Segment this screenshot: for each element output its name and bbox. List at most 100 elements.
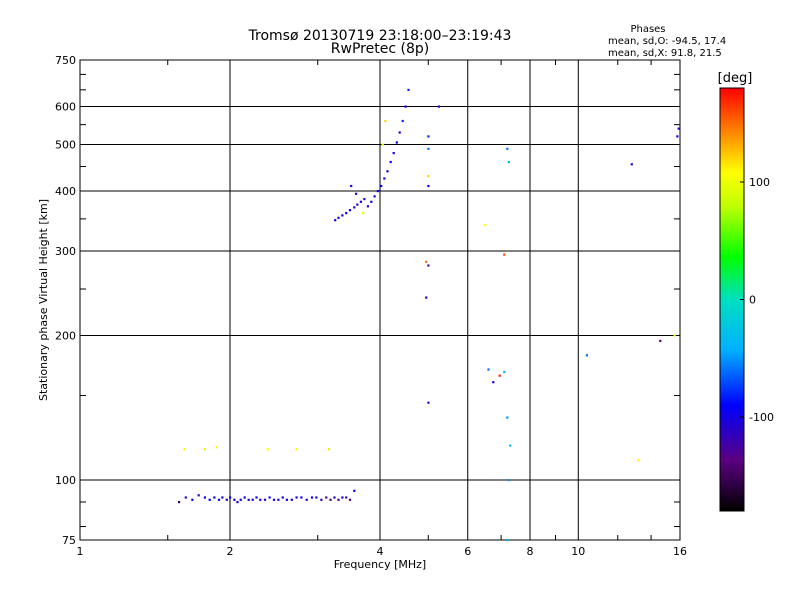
y-tick-label: 200 <box>55 330 76 343</box>
data-point <box>427 401 430 404</box>
data-point <box>353 489 356 492</box>
y-tick-label: 75 <box>62 534 76 547</box>
data-point <box>356 203 359 206</box>
data-point <box>348 209 352 212</box>
data-point <box>425 260 428 263</box>
data-point <box>350 184 353 188</box>
data-point <box>320 498 323 501</box>
x-tick-label: 10 <box>571 545 585 558</box>
data-point <box>386 170 389 173</box>
data-point <box>673 334 676 337</box>
data-point <box>345 496 348 499</box>
data-point <box>191 498 194 501</box>
plot-area <box>79 59 681 542</box>
chart-subtitle: RwPretec (8p) <box>331 41 429 57</box>
data-point <box>281 496 284 499</box>
data-point <box>295 496 298 499</box>
data-point <box>353 206 356 209</box>
data-point <box>255 496 258 499</box>
data-point <box>506 539 509 542</box>
data-point <box>506 147 509 150</box>
data-point <box>345 212 348 215</box>
x-tick-label: 6 <box>464 545 471 558</box>
y-axis-label: Stationary phase Virtual Height [km] <box>37 199 50 401</box>
y-tick-label: 400 <box>55 185 76 198</box>
data-point <box>221 496 224 499</box>
data-point <box>427 175 430 178</box>
data-point <box>585 354 588 357</box>
data-point <box>337 216 340 219</box>
data-point <box>266 448 269 451</box>
data-point <box>243 496 246 499</box>
x-tick-label: 16 <box>673 545 687 558</box>
data-point <box>272 498 276 501</box>
data-point <box>427 184 430 188</box>
data-point <box>427 135 430 138</box>
data-point <box>315 496 318 499</box>
data-point <box>203 496 206 499</box>
data-point <box>407 88 410 91</box>
minor-ticks <box>80 60 680 540</box>
data-point <box>197 494 200 497</box>
data-point <box>213 496 216 499</box>
data-points <box>178 88 680 542</box>
data-point <box>395 141 398 144</box>
data-point <box>659 339 662 342</box>
x-tick-label: 2 <box>227 545 234 558</box>
data-point <box>373 195 376 198</box>
data-point <box>503 253 506 256</box>
y-tick-label: 500 <box>55 139 76 152</box>
data-point <box>263 498 267 501</box>
data-point <box>341 214 344 217</box>
data-point <box>184 496 187 499</box>
data-point <box>203 448 206 451</box>
data-point <box>498 374 501 377</box>
data-point <box>328 448 331 451</box>
y-tick-labels: 75 100 200 300 400 500 600 750 <box>55 54 76 547</box>
data-point <box>503 370 506 374</box>
data-point <box>333 496 336 499</box>
data-point <box>425 296 428 299</box>
data-point <box>251 498 254 501</box>
data-point <box>217 498 221 501</box>
data-point <box>348 498 352 501</box>
data-point <box>389 160 392 164</box>
colorbar-tick-label: 100 <box>749 176 770 189</box>
grid-lines <box>80 60 680 540</box>
data-point <box>290 498 293 501</box>
data-point <box>507 160 510 164</box>
data-point <box>259 498 262 501</box>
phases-title: Phases <box>630 24 665 35</box>
data-point <box>398 131 401 134</box>
data-point <box>492 381 495 384</box>
data-point <box>305 498 308 501</box>
data-point <box>401 119 404 123</box>
y-tick-label: 100 <box>55 474 76 487</box>
data-point <box>376 190 379 193</box>
data-point <box>239 498 242 501</box>
data-point <box>507 479 510 482</box>
data-point <box>334 219 337 222</box>
y-tick-label: 300 <box>55 245 76 258</box>
phases-mean-x: mean, sd,X: 91.8, 21.5 <box>608 48 722 59</box>
data-point <box>427 264 430 267</box>
x-tick-label: 8 <box>527 545 534 558</box>
x-tick-labels: 1 2 4 6 8 10 16 <box>77 545 688 558</box>
data-point <box>359 200 362 203</box>
phases-mean-o: mean, sd,O: -94.5, 17.4 <box>608 36 726 47</box>
data-point <box>208 498 211 501</box>
data-point <box>637 459 640 462</box>
data-point <box>484 223 487 227</box>
data-point <box>277 498 280 501</box>
data-point <box>437 105 440 108</box>
data-point <box>215 446 218 449</box>
colorbar-ticks: 100 0 -100 <box>740 176 774 424</box>
colorbar: [deg] 100 0 -100 <box>718 71 774 512</box>
data-point <box>295 448 298 451</box>
data-point <box>487 368 490 371</box>
data-point <box>506 416 509 419</box>
data-point <box>381 143 384 146</box>
data-point <box>329 498 332 501</box>
data-point <box>676 135 679 138</box>
